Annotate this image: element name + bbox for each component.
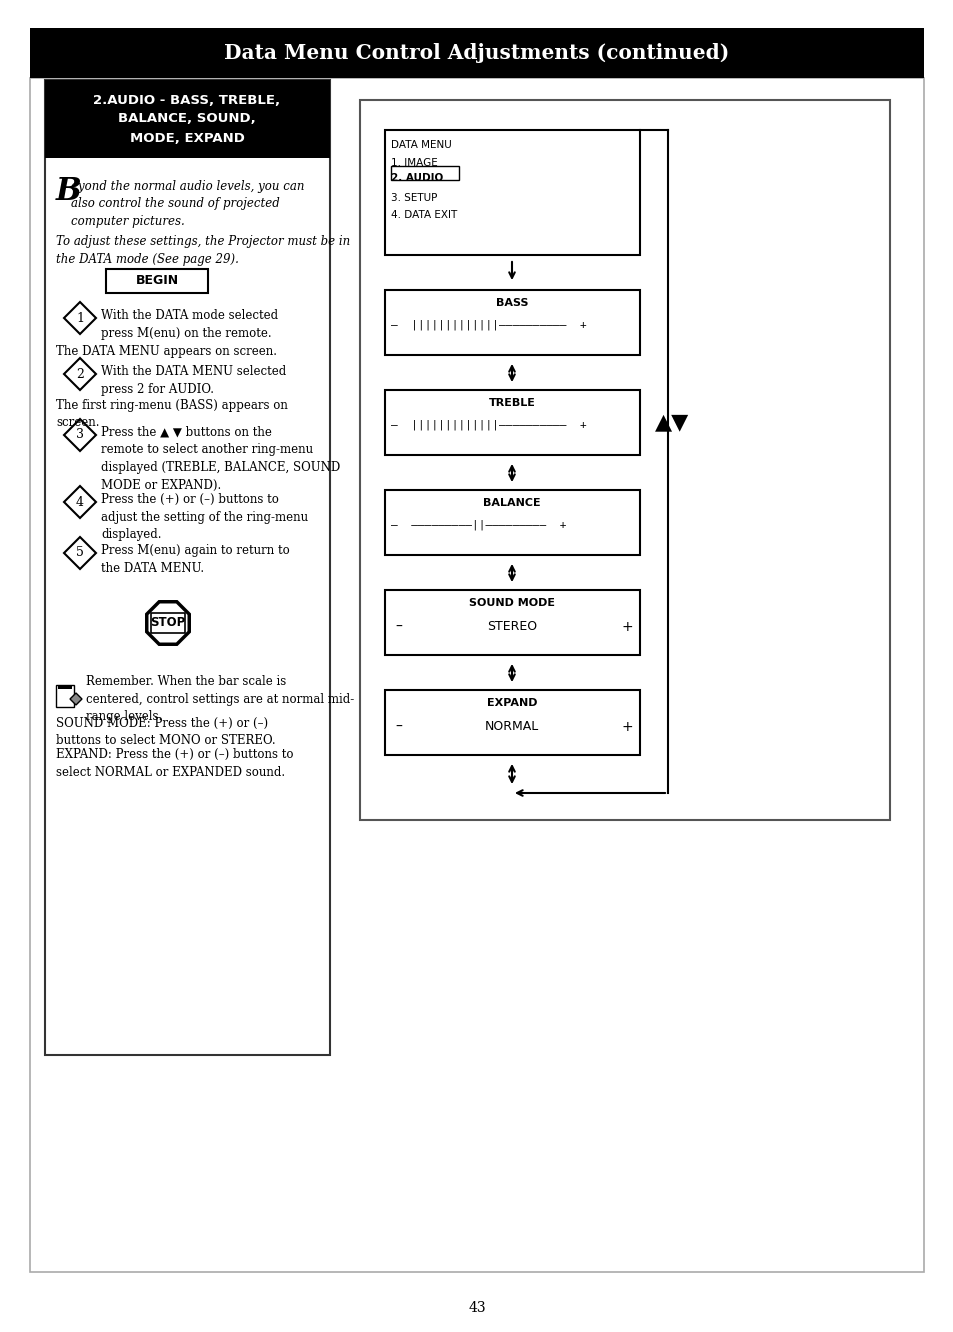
Text: BEGIN: BEGIN <box>135 274 178 288</box>
Bar <box>30 28 923 79</box>
Text: 43: 43 <box>468 1301 485 1315</box>
Text: Press the (+) or (–) buttons to
adjust the setting of the ring-menu
displayed.: Press the (+) or (–) buttons to adjust t… <box>101 493 308 541</box>
Bar <box>385 390 639 456</box>
Text: 2.AUDIO - BASS, TREBLE,
BALANCE, SOUND,
MODE, EXPAND: 2.AUDIO - BASS, TREBLE, BALANCE, SOUND, … <box>93 93 280 144</box>
Bar <box>45 80 330 159</box>
Text: Remember. When the bar scale is
centered, control settings are at normal mid-
ra: Remember. When the bar scale is centered… <box>86 675 354 723</box>
Bar <box>385 490 639 555</box>
Text: BASS: BASS <box>496 298 528 308</box>
Text: STEREO: STEREO <box>486 619 537 633</box>
Bar <box>30 79 923 1272</box>
Text: To adjust these settings, the Projector must be in
the DATA mode (See page 29).: To adjust these settings, the Projector … <box>56 234 350 265</box>
Text: SOUND MODE: Press the (+) or (–)
buttons to select MONO or STEREO.: SOUND MODE: Press the (+) or (–) buttons… <box>56 717 275 747</box>
Text: DATA MENU: DATA MENU <box>391 140 452 151</box>
Text: 5: 5 <box>76 546 84 559</box>
Text: 1. IMAGE: 1. IMAGE <box>391 159 437 168</box>
Text: –: – <box>395 619 401 634</box>
Bar <box>385 590 639 655</box>
Text: –  |||||||||||||––––––––––  +: – |||||||||||||–––––––––– + <box>391 320 586 330</box>
Text: 2: 2 <box>76 368 84 381</box>
Text: B: B <box>56 176 82 206</box>
Bar <box>45 80 330 1055</box>
Text: ▲▼: ▲▼ <box>655 412 688 432</box>
Text: –  |||||||||||||––––––––––  +: – |||||||||||||–––––––––– + <box>391 420 586 430</box>
Text: With the DATA mode selected
press M(enu) on the remote.: With the DATA mode selected press M(enu)… <box>101 309 278 340</box>
Text: TREBLE: TREBLE <box>488 398 535 408</box>
Text: BALANCE: BALANCE <box>482 498 540 507</box>
Bar <box>56 685 74 707</box>
Text: 3: 3 <box>76 429 84 441</box>
Text: +: + <box>621 721 633 734</box>
Bar <box>385 290 639 356</box>
Text: STOP: STOP <box>151 617 186 630</box>
Bar <box>359 100 889 821</box>
Bar <box>58 685 71 689</box>
Bar <box>385 131 639 254</box>
Text: 1: 1 <box>76 312 84 325</box>
Text: +: + <box>621 619 633 634</box>
Bar <box>391 166 458 180</box>
Text: 4: 4 <box>76 496 84 509</box>
Polygon shape <box>147 602 189 645</box>
Text: eyond the normal audio levels, you can
also control the sound of projected
compu: eyond the normal audio levels, you can a… <box>71 180 304 228</box>
Text: EXPAND: EXPAND <box>486 698 537 709</box>
Text: SOUND MODE: SOUND MODE <box>469 598 555 607</box>
Text: With the DATA MENU selected
press 2 for AUDIO.: With the DATA MENU selected press 2 for … <box>101 365 286 396</box>
Text: Press M(enu) again to return to
the DATA MENU.: Press M(enu) again to return to the DATA… <box>101 543 290 574</box>
Text: 3. SETUP: 3. SETUP <box>391 193 436 202</box>
Text: The first ring-menu (BASS) appears on
screen.: The first ring-menu (BASS) appears on sc… <box>56 400 288 429</box>
Text: 2. AUDIO: 2. AUDIO <box>391 173 443 182</box>
Text: –  –––––––––||–––––––––  +: – –––––––––||––––––––– + <box>391 519 566 530</box>
Polygon shape <box>70 693 82 705</box>
Bar <box>385 690 639 755</box>
Text: The DATA MENU appears on screen.: The DATA MENU appears on screen. <box>56 345 276 358</box>
Text: Press the ▲ ▼ buttons on the
remote to select another ring-menu
displayed (TREBL: Press the ▲ ▼ buttons on the remote to s… <box>101 426 340 492</box>
Text: 4. DATA EXIT: 4. DATA EXIT <box>391 210 456 220</box>
Text: NORMAL: NORMAL <box>484 721 538 733</box>
Text: Data Menu Control Adjustments (continued): Data Menu Control Adjustments (continued… <box>224 43 729 63</box>
Text: –: – <box>395 721 401 734</box>
Text: EXPAND: Press the (+) or (–) buttons to
select NORMAL or EXPANDED sound.: EXPAND: Press the (+) or (–) buttons to … <box>56 749 294 778</box>
